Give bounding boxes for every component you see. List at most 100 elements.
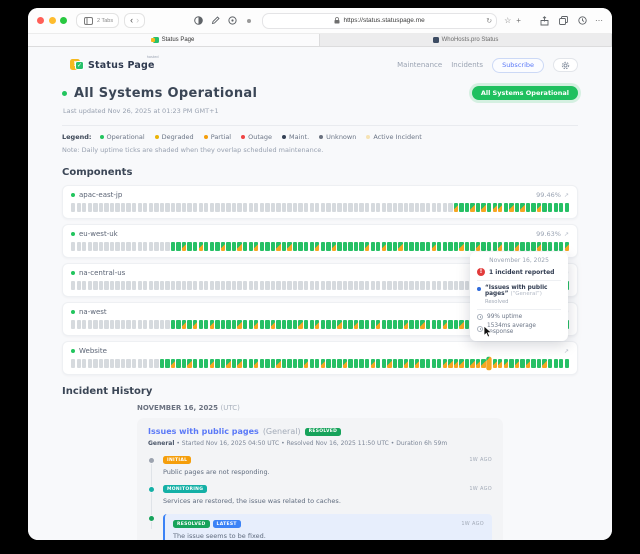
- uptime-tick[interactable]: [165, 320, 170, 329]
- sidebar-tabs-chip[interactable]: 2 Tabs: [76, 13, 120, 28]
- uptime-tick[interactable]: [403, 320, 409, 329]
- uptime-tick[interactable]: [287, 320, 292, 329]
- uptime-tick[interactable]: [459, 242, 464, 251]
- uptime-tick[interactable]: [231, 359, 237, 368]
- uptime-tick[interactable]: [403, 281, 409, 290]
- uptime-tick[interactable]: [159, 359, 165, 368]
- uptime-tick[interactable]: [198, 359, 203, 368]
- uptime-tick[interactable]: [525, 359, 531, 368]
- uptime-tick[interactable]: [115, 203, 120, 212]
- uptime-tick[interactable]: [82, 281, 87, 290]
- tooltip-incident-title[interactable]: “Issues with public pages” (“General”): [485, 285, 561, 297]
- uptime-tick[interactable]: [154, 242, 159, 251]
- uptime-tick[interactable]: [148, 359, 154, 368]
- uptime-tick[interactable]: [71, 320, 76, 329]
- uptime-tick[interactable]: [276, 242, 281, 251]
- uptime-tick[interactable]: [448, 203, 453, 212]
- uptime-tick[interactable]: [398, 320, 403, 329]
- uptime-tick[interactable]: [298, 242, 303, 251]
- uptime-tick[interactable]: [93, 242, 98, 251]
- uptime-tick[interactable]: [348, 203, 353, 212]
- uptime-tick[interactable]: [220, 281, 226, 290]
- uptime-tick[interactable]: [159, 281, 165, 290]
- uptime-tick[interactable]: [414, 359, 420, 368]
- uptime-tick[interactable]: [464, 203, 470, 212]
- uptime-tick[interactable]: [132, 203, 137, 212]
- uptime-tick[interactable]: [520, 203, 525, 212]
- uptime-tick[interactable]: [209, 242, 215, 251]
- uptime-tick[interactable]: [342, 320, 348, 329]
- uptime-tick[interactable]: [248, 242, 253, 251]
- uptime-tick[interactable]: [242, 242, 248, 251]
- uptime-tick[interactable]: [148, 203, 154, 212]
- uptime-tick[interactable]: [87, 242, 92, 251]
- uptime-tick[interactable]: [143, 281, 148, 290]
- uptime-tick[interactable]: [148, 281, 154, 290]
- uptime-tick[interactable]: [492, 359, 497, 368]
- uptime-tick[interactable]: [398, 242, 403, 251]
- uptime-tick[interactable]: [359, 320, 364, 329]
- uptime-tick[interactable]: [414, 320, 420, 329]
- uptime-tick[interactable]: [276, 203, 281, 212]
- uptime-tick[interactable]: [270, 281, 276, 290]
- uptime-tick[interactable]: [331, 320, 337, 329]
- uptime-tick[interactable]: [559, 242, 564, 251]
- bookmark-star-icon[interactable]: ☆: [504, 15, 512, 25]
- uptime-tick[interactable]: [420, 320, 425, 329]
- uptime-tick[interactable]: [143, 203, 148, 212]
- uptime-tick[interactable]: [420, 281, 425, 290]
- uptime-tick[interactable]: [503, 359, 509, 368]
- uptime-tick[interactable]: [176, 242, 181, 251]
- uptime-tick[interactable]: [453, 203, 459, 212]
- uptime-tick[interactable]: [459, 281, 464, 290]
- uptime-tick[interactable]: [426, 203, 431, 212]
- uptime-tick[interactable]: [231, 242, 237, 251]
- uptime-tick[interactable]: [104, 281, 109, 290]
- uptime-tick[interactable]: [364, 320, 370, 329]
- uptime-tick[interactable]: [181, 359, 187, 368]
- uptime-tick[interactable]: [548, 203, 553, 212]
- uptime-tick[interactable]: [387, 281, 392, 290]
- uptime-tick[interactable]: [82, 320, 87, 329]
- uptime-tick[interactable]: [409, 281, 414, 290]
- uptime-tick[interactable]: [237, 281, 242, 290]
- uptime-tick[interactable]: [148, 242, 154, 251]
- uptime-tick[interactable]: [409, 242, 414, 251]
- uptime-tick[interactable]: [76, 242, 81, 251]
- uptime-tick[interactable]: [137, 242, 142, 251]
- uptime-tick[interactable]: [193, 281, 198, 290]
- uptime-tick[interactable]: [93, 320, 98, 329]
- uptime-tick[interactable]: [364, 242, 370, 251]
- uptime-tick[interactable]: [76, 203, 81, 212]
- external-link-icon[interactable]: ↗: [563, 191, 569, 199]
- uptime-tick[interactable]: [426, 320, 431, 329]
- uptime-tick[interactable]: [426, 242, 431, 251]
- uptime-tick[interactable]: [481, 359, 486, 368]
- uptime-tick[interactable]: [98, 320, 104, 329]
- uptime-tick[interactable]: [265, 281, 270, 290]
- uptime-tick[interactable]: [248, 359, 253, 368]
- uptime-tick[interactable]: [87, 203, 92, 212]
- uptime-tick[interactable]: [259, 359, 264, 368]
- uptime-tick[interactable]: [320, 281, 325, 290]
- uptime-tick[interactable]: [453, 359, 459, 368]
- uptime-tick[interactable]: [309, 242, 314, 251]
- uptime-tick[interactable]: [414, 281, 420, 290]
- uptime-tick[interactable]: [198, 281, 203, 290]
- uptime-tick[interactable]: [376, 320, 381, 329]
- reload-icon[interactable]: ↻: [486, 17, 493, 25]
- uptime-tick[interactable]: [320, 203, 325, 212]
- uptime-tick[interactable]: [309, 359, 314, 368]
- uptime-tick[interactable]: [109, 359, 115, 368]
- uptime-tick[interactable]: [132, 281, 137, 290]
- uptime-tick[interactable]: [204, 320, 209, 329]
- uptime-tick[interactable]: [115, 359, 120, 368]
- uptime-tick[interactable]: [181, 320, 187, 329]
- uptime-tick[interactable]: [548, 359, 553, 368]
- uptime-tick[interactable]: [220, 203, 226, 212]
- uptime-tick[interactable]: [475, 203, 481, 212]
- uptime-tick[interactable]: [337, 242, 342, 251]
- uptime-tick[interactable]: [564, 203, 570, 212]
- uptime-tick[interactable]: [381, 281, 386, 290]
- uptime-tick[interactable]: [426, 281, 431, 290]
